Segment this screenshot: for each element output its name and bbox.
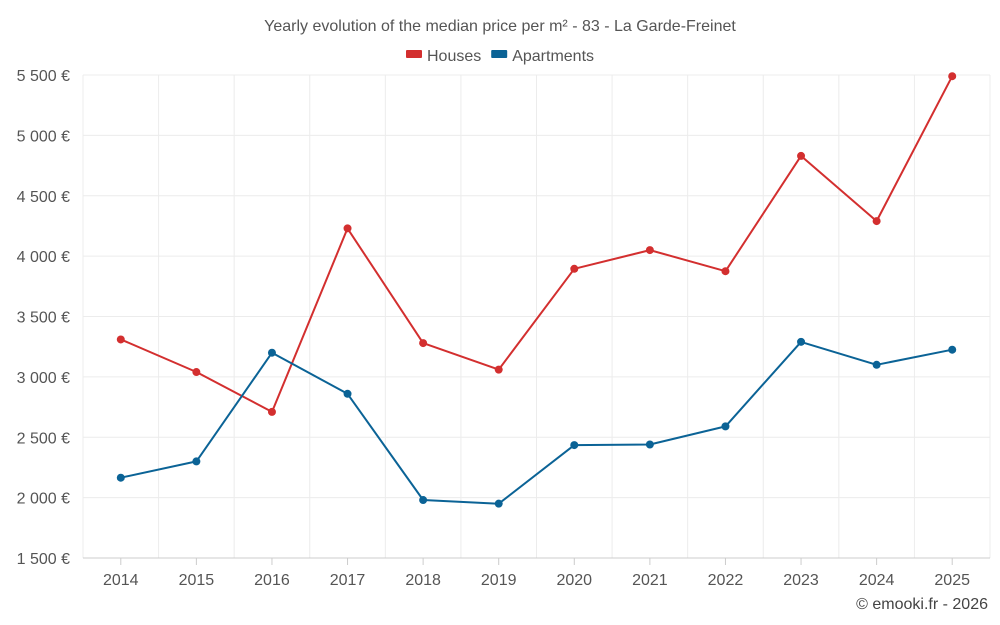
y-tick-label: 4 000 € <box>17 249 70 266</box>
houses-point <box>721 267 730 276</box>
x-tick-label: 2021 <box>632 572 668 589</box>
apartments-point <box>872 360 881 369</box>
legend-label: Apartments <box>512 48 594 65</box>
x-tick-label: 2016 <box>254 572 290 589</box>
apartments-point <box>192 457 201 466</box>
x-tick-label: 2023 <box>783 572 819 589</box>
x-tick-label: 2015 <box>179 572 215 589</box>
houses-point <box>948 72 957 81</box>
series-houses <box>116 72 957 416</box>
houses-point <box>570 264 579 273</box>
houses-point <box>343 224 352 233</box>
series-apartments <box>116 337 957 508</box>
x-tick-label: 2024 <box>859 572 895 589</box>
houses-point <box>872 217 881 226</box>
y-tick-label: 5 500 € <box>17 68 70 85</box>
y-tick-label: 3 000 € <box>17 370 70 387</box>
x-tick-label: 2020 <box>556 572 592 589</box>
apartments-line <box>120 340 953 505</box>
houses-point <box>192 368 201 377</box>
legend-swatch <box>491 50 508 58</box>
apartments-point <box>343 389 352 398</box>
apartments-point <box>797 337 806 346</box>
legend-item-apartments: Apartments <box>491 48 594 65</box>
y-tick-label: 4 500 € <box>17 189 70 206</box>
x-tick-label: 2014 <box>103 572 139 589</box>
legend: Houses Apartments <box>406 48 594 65</box>
houses-point <box>116 335 125 344</box>
apartments-point <box>419 496 428 505</box>
y-tick-label: 1 500 € <box>17 551 70 568</box>
apartments-point <box>645 440 654 449</box>
houses-point <box>267 407 276 416</box>
apartments-point <box>116 473 125 482</box>
y-tick-label: 2 000 € <box>17 491 70 508</box>
x-tick-label: 2017 <box>330 572 366 589</box>
series-layer <box>116 72 957 508</box>
houses-point <box>797 151 806 160</box>
apartments-point <box>494 499 503 508</box>
chart-title: Yearly evolution of the median price per… <box>264 18 736 35</box>
houses-line <box>120 75 954 413</box>
legend-swatch <box>406 50 422 58</box>
legend-item-houses: Houses <box>406 48 481 65</box>
apartments-point <box>570 441 579 450</box>
x-tick-label: 2019 <box>481 572 517 589</box>
y-tick-label: 5 000 € <box>17 128 70 145</box>
apartments-point <box>267 348 276 357</box>
x-tick-label: 2025 <box>934 572 970 589</box>
axes: 1 500 € 2 000 € 2 500 € 3 000 € 3 500 € 4 000… <box>17 68 990 589</box>
x-tick-label: 2022 <box>708 572 744 589</box>
credit-text: © emooki.fr - 2026 <box>856 596 988 613</box>
y-tick-label: 2 500 € <box>17 430 70 447</box>
houses-point <box>419 339 428 348</box>
apartments-point <box>948 345 957 354</box>
houses-point <box>645 246 654 255</box>
legend-label: Houses <box>427 48 481 65</box>
y-tick-label: 3 500 € <box>17 310 70 327</box>
apartments-point <box>721 422 730 431</box>
houses-point <box>494 365 503 374</box>
x-tick-label: 2018 <box>405 572 441 589</box>
grid <box>82 74 991 558</box>
